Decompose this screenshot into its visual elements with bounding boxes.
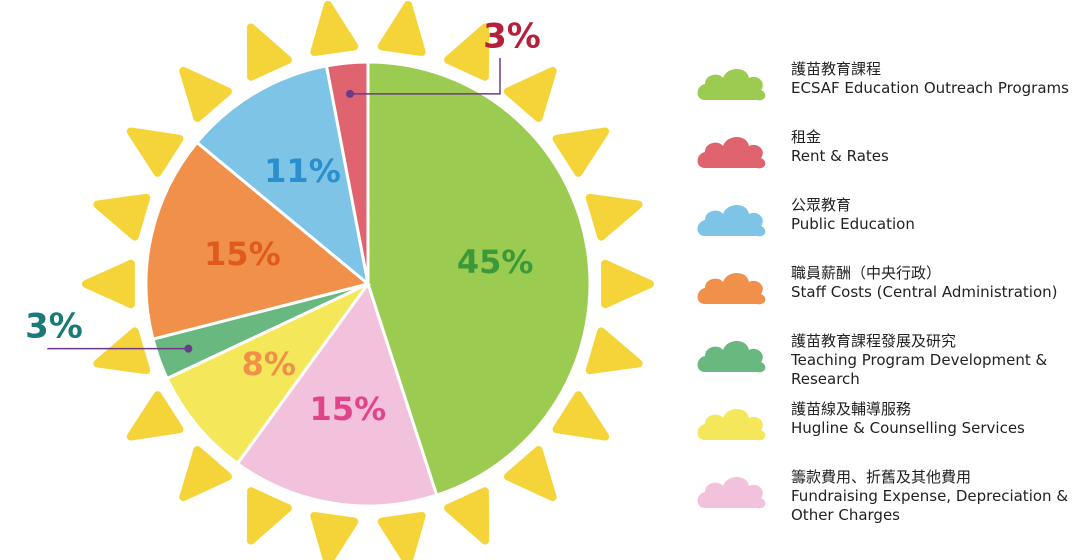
legend-label-zh: 護苗教育課程 (791, 60, 1081, 79)
leader-dot (346, 90, 354, 98)
data-label: 15% (310, 390, 387, 428)
sun-ray (448, 28, 485, 77)
cloud (698, 137, 766, 168)
sun-ray (557, 395, 606, 436)
legend-label-en: Public Education (791, 215, 1081, 234)
legend-swatch (695, 470, 769, 514)
legend-label-zh: 護苗教育課程發展及研究 (791, 332, 1081, 351)
data-label: 3% (25, 307, 83, 347)
sun-ray (183, 450, 228, 497)
sun-ray (251, 28, 288, 77)
sun-ray (590, 331, 639, 370)
cloud (698, 341, 766, 372)
legend-item: 職員薪酬（中央行政）Staff Costs (Central Administr… (695, 260, 1084, 328)
cloud (698, 273, 766, 304)
leader-line (48, 348, 188, 349)
legend-label-en: Teaching Program Development & Research (791, 351, 1081, 389)
legend-swatch (695, 62, 769, 106)
sun-ray (97, 198, 146, 237)
legend-label-en: Rent & Rates (791, 147, 1081, 166)
sun-ray (131, 132, 180, 173)
sun-ray (131, 395, 180, 436)
data-label: 11% (264, 152, 341, 190)
sun-ray (508, 71, 553, 118)
legend-label-zh: 籌款費用、折舊及其他費用 (791, 468, 1081, 487)
legend-label-zh: 租金 (791, 128, 1081, 147)
data-label: 8% (242, 345, 296, 383)
sun-ray (590, 198, 639, 237)
legend-label-en: Staff Costs (Central Administration) (791, 283, 1081, 302)
sun-ray (605, 264, 650, 304)
infographic: 45% 3% 11% 15% 3% 8% 15% 護苗教育課程ECSAF Education… (0, 0, 1084, 560)
legend-label-zh: 公眾教育 (791, 196, 1081, 215)
cloud (698, 477, 766, 508)
sun-ray (183, 71, 228, 118)
sun-ray (382, 516, 422, 560)
data-label: 45% (457, 243, 534, 281)
legend-label-zh: 職員薪酬（中央行政） (791, 264, 1081, 283)
leader-dot (184, 345, 192, 353)
sun-ray (314, 516, 354, 560)
legend-swatch (695, 334, 769, 378)
sun-ray (251, 491, 288, 540)
data-label: 3% (483, 17, 541, 57)
sun-ray (382, 5, 422, 52)
legend-label-en: ECSAF Education Outreach Programs (791, 79, 1081, 98)
sun-ray (314, 5, 354, 52)
legend-swatch (695, 266, 769, 310)
sun-ray (508, 450, 553, 497)
legend-swatch (695, 130, 769, 174)
sun-ray (97, 331, 146, 370)
pie-chart: 45% 3% 11% 15% 3% 8% 15% (0, 0, 690, 560)
legend-label-en: Hugline & Counselling Services (791, 419, 1081, 438)
data-label: 15% (204, 235, 281, 273)
cloud (698, 69, 766, 100)
legend-swatch (695, 198, 769, 242)
legend-swatch (695, 402, 769, 446)
sun-ray (448, 491, 485, 540)
legend-label-zh: 護苗線及輔導服務 (791, 400, 1081, 419)
sun-ray (557, 132, 606, 173)
cloud (698, 205, 766, 236)
cloud (698, 409, 766, 440)
legend-label-en: Fundraising Expense, Depreciation & Othe… (791, 487, 1081, 525)
sun-ray (86, 264, 131, 304)
